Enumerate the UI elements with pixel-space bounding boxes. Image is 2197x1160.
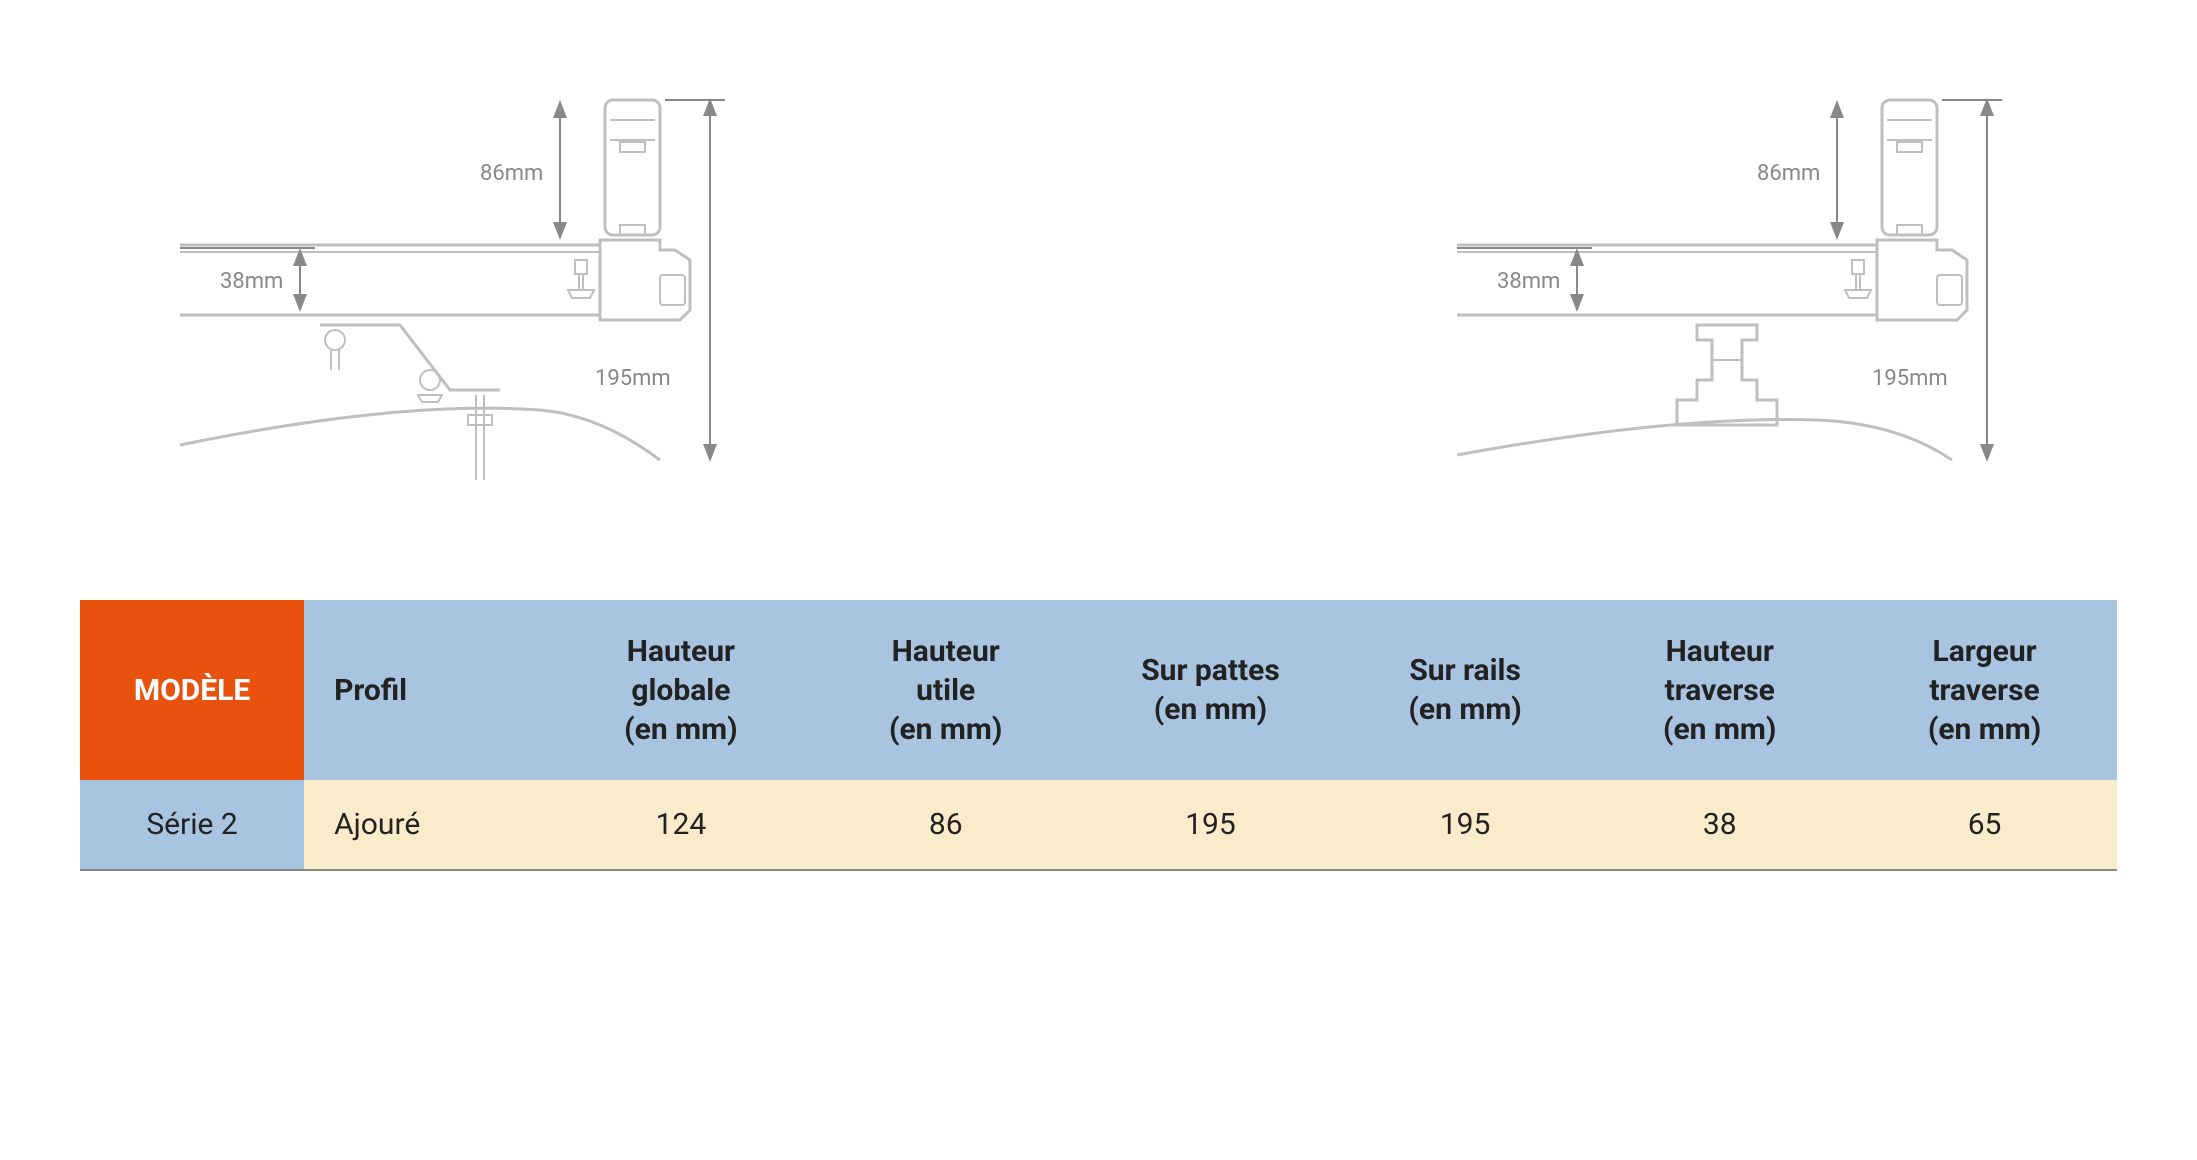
col-hauteur-utile: Hauteurutile(en mm) bbox=[813, 600, 1078, 780]
dim-label: 38mm bbox=[1497, 269, 1560, 294]
dim-label: 38mm bbox=[220, 269, 283, 294]
dim-38-left: 38mm bbox=[180, 248, 315, 312]
cell-model: Série 2 bbox=[80, 780, 304, 870]
dim-86-right: 86mm bbox=[1757, 100, 1844, 240]
cell-hauteur-utile: 86 bbox=[813, 780, 1078, 870]
cell-hauteur-globale: 124 bbox=[549, 780, 814, 870]
col-hauteur-traverse: Hauteurtraverse(en mm) bbox=[1587, 600, 1852, 780]
header-row: MODÈLE Profil Hauteurglobale(en mm) Haut… bbox=[80, 600, 2117, 780]
spec-table: MODÈLE Profil Hauteurglobale(en mm) Haut… bbox=[80, 600, 2117, 871]
dim-label: 195mm bbox=[1872, 366, 1948, 391]
cell-profil: Ajouré bbox=[304, 780, 548, 870]
diagram-right: 86mm 38mm 195mm bbox=[1397, 60, 2077, 500]
diagrams-row: 86mm 38mm 195mm bbox=[0, 0, 2197, 540]
cell-sur-pattes: 195 bbox=[1078, 780, 1343, 870]
dim-label: 195mm bbox=[595, 366, 671, 391]
col-sur-pattes: Sur pattes(en mm) bbox=[1078, 600, 1343, 780]
cell-sur-rails: 195 bbox=[1343, 780, 1587, 870]
dim-38-right: 38mm bbox=[1457, 248, 1592, 312]
dim-86-left: 86mm bbox=[480, 100, 567, 240]
col-profil: Profil bbox=[304, 600, 548, 780]
cell-largeur-traverse: 65 bbox=[1852, 780, 2117, 870]
dim-label: 86mm bbox=[1757, 161, 1820, 186]
diagram-left: 86mm 38mm 195mm bbox=[120, 60, 800, 500]
col-largeur-traverse: Largeurtraverse(en mm) bbox=[1852, 600, 2117, 780]
col-hauteur-globale: Hauteurglobale(en mm) bbox=[549, 600, 814, 780]
spec-table-wrap: MODÈLE Profil Hauteurglobale(en mm) Haut… bbox=[0, 540, 2197, 871]
table-row: Série 2 Ajouré 124 86 195 195 38 65 bbox=[80, 780, 2117, 870]
dim-label: 86mm bbox=[480, 161, 543, 186]
cell-hauteur-traverse: 38 bbox=[1587, 780, 1852, 870]
col-sur-rails: Sur rails(en mm) bbox=[1343, 600, 1587, 780]
col-model: MODÈLE bbox=[80, 600, 304, 780]
